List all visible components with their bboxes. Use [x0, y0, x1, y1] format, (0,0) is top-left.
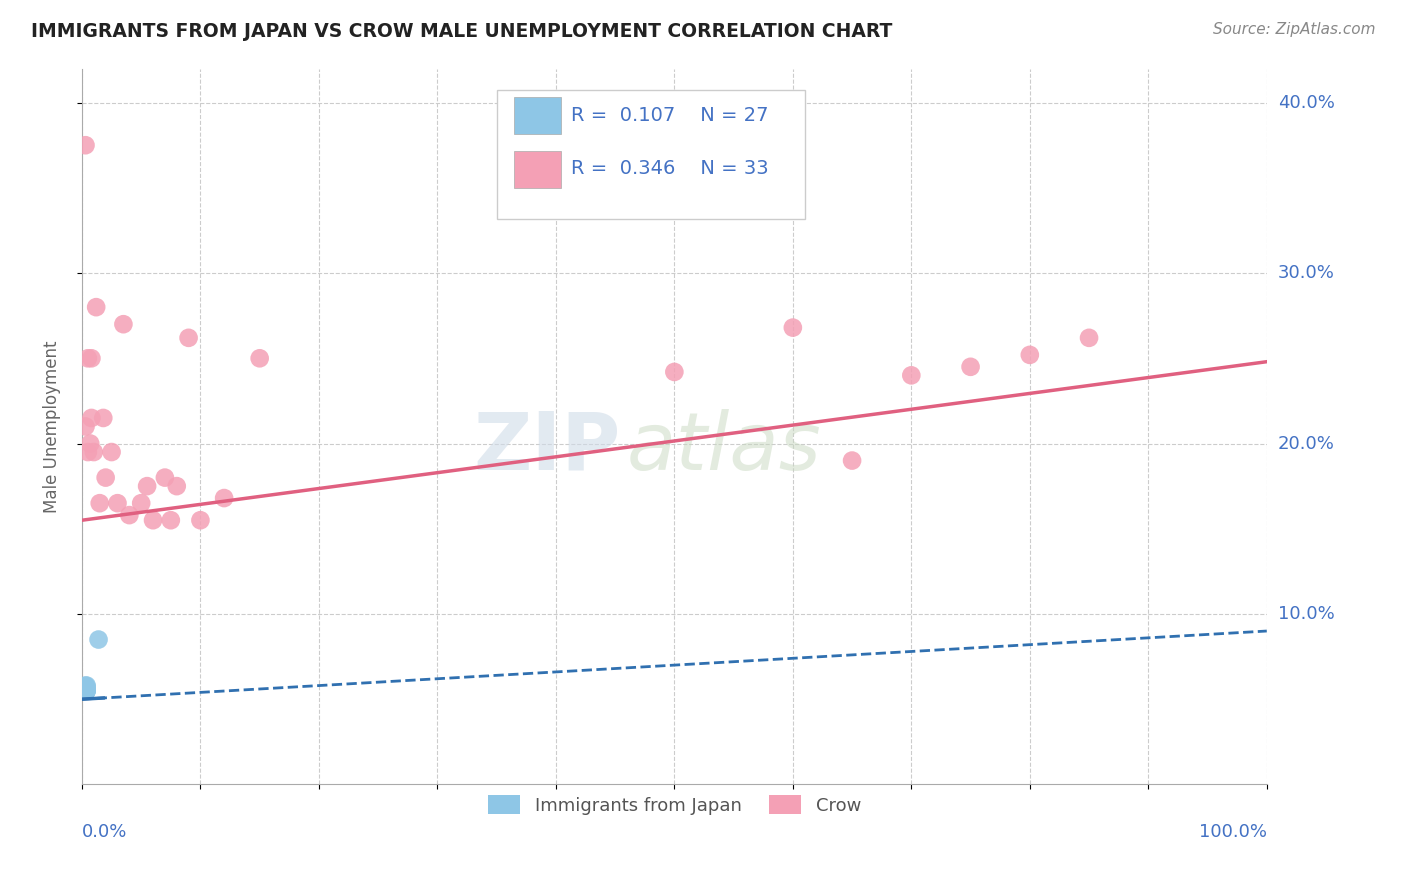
- Point: [73, 683, 96, 698]
- Point: [87, 632, 110, 647]
- Text: R =  0.346    N = 33: R = 0.346 N = 33: [571, 160, 769, 178]
- Point: [76, 679, 98, 693]
- Point: [782, 320, 804, 334]
- Point: [664, 365, 686, 379]
- Point: [142, 513, 165, 527]
- Point: [91, 411, 114, 425]
- Point: [900, 368, 922, 383]
- Point: [75, 680, 97, 694]
- Point: [76, 683, 98, 698]
- Point: [177, 331, 200, 345]
- Point: [77, 445, 100, 459]
- Point: [75, 683, 97, 698]
- Point: [75, 683, 97, 698]
- Point: [89, 496, 111, 510]
- Y-axis label: Male Unemployment: Male Unemployment: [44, 340, 60, 513]
- Point: [79, 436, 101, 450]
- Point: [76, 683, 98, 698]
- Point: [94, 470, 117, 484]
- Point: [129, 496, 152, 510]
- Point: [75, 683, 97, 698]
- Point: [75, 683, 97, 698]
- Point: [166, 479, 188, 493]
- Point: [212, 491, 235, 505]
- Point: [84, 300, 107, 314]
- Point: [75, 683, 97, 698]
- Point: [77, 351, 100, 366]
- Text: 30.0%: 30.0%: [1278, 264, 1334, 282]
- Text: 40.0%: 40.0%: [1278, 94, 1334, 112]
- Point: [249, 351, 271, 366]
- Point: [112, 317, 135, 331]
- Point: [153, 470, 176, 484]
- Legend: Immigrants from Japan, Crow: Immigrants from Japan, Crow: [481, 789, 868, 822]
- Point: [75, 683, 97, 698]
- Text: 0.0%: 0.0%: [82, 823, 128, 841]
- Point: [1078, 331, 1101, 345]
- Text: Source: ZipAtlas.com: Source: ZipAtlas.com: [1212, 22, 1375, 37]
- Point: [959, 359, 981, 374]
- Point: [1018, 348, 1040, 362]
- Text: 10.0%: 10.0%: [1278, 605, 1334, 623]
- FancyBboxPatch shape: [515, 97, 561, 135]
- Point: [75, 683, 97, 698]
- Point: [75, 683, 97, 698]
- Text: IMMIGRANTS FROM JAPAN VS CROW MALE UNEMPLOYMENT CORRELATION CHART: IMMIGRANTS FROM JAPAN VS CROW MALE UNEMP…: [31, 22, 893, 41]
- Point: [80, 351, 103, 366]
- Point: [159, 513, 181, 527]
- Point: [75, 683, 97, 698]
- Point: [75, 683, 97, 698]
- Point: [83, 445, 105, 459]
- Point: [75, 679, 97, 693]
- Point: [75, 683, 97, 698]
- Point: [100, 445, 122, 459]
- FancyBboxPatch shape: [515, 151, 561, 188]
- Point: [841, 453, 863, 467]
- Text: atlas: atlas: [627, 409, 821, 487]
- Text: 100.0%: 100.0%: [1199, 823, 1267, 841]
- Point: [75, 683, 97, 698]
- Point: [75, 683, 97, 698]
- Point: [118, 508, 141, 522]
- Text: R =  0.107    N = 27: R = 0.107 N = 27: [571, 105, 769, 125]
- Point: [75, 683, 97, 698]
- Point: [107, 496, 129, 510]
- Point: [75, 683, 97, 698]
- Text: 20.0%: 20.0%: [1278, 434, 1334, 452]
- Point: [80, 411, 103, 425]
- Point: [75, 138, 97, 153]
- Point: [190, 513, 212, 527]
- Point: [76, 683, 98, 698]
- Point: [75, 419, 97, 434]
- Point: [75, 683, 97, 698]
- Point: [76, 680, 98, 694]
- FancyBboxPatch shape: [496, 90, 804, 219]
- Point: [75, 683, 97, 698]
- Text: ZIP: ZIP: [474, 409, 621, 487]
- Point: [136, 479, 159, 493]
- Point: [75, 683, 97, 698]
